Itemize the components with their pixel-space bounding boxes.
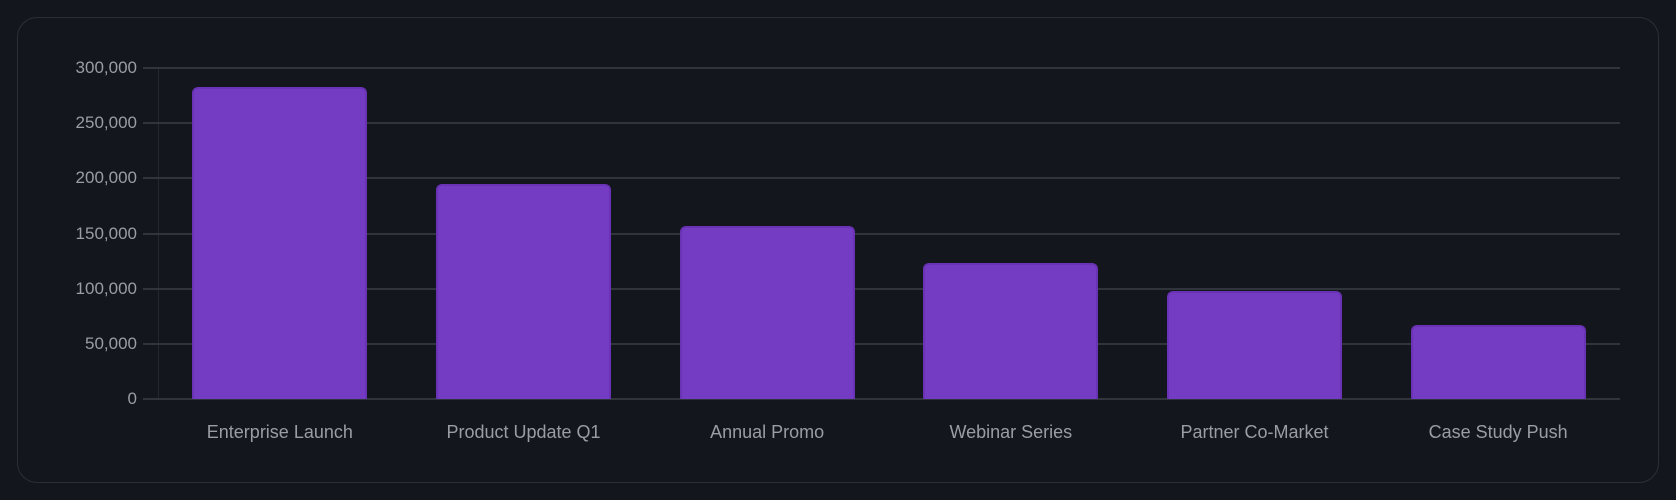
y-tick-label: 100,000 xyxy=(75,278,137,298)
x-tick-label: Partner Co-Market xyxy=(1180,422,1329,442)
bar-annual-promo[interactable] xyxy=(679,225,855,399)
bar-case-study-push[interactable] xyxy=(1410,325,1586,399)
x-tick-label: Product Update Q1 xyxy=(446,422,601,442)
x-tick-label: Annual Promo xyxy=(710,422,825,442)
bar-partner-co-market[interactable] xyxy=(1167,290,1342,399)
gridline xyxy=(143,177,1620,180)
gridline xyxy=(143,398,1620,400)
gridline xyxy=(143,342,1620,345)
bar-webinar-series[interactable] xyxy=(923,263,1099,399)
y-tick-label: 250,000 xyxy=(75,113,137,133)
y-tick-label: 50,000 xyxy=(85,333,137,353)
gridline xyxy=(143,122,1620,125)
gridline xyxy=(143,67,1620,69)
y-tick-label: 200,000 xyxy=(75,168,137,188)
gridline xyxy=(143,232,1620,235)
x-tick-label: Case Study Push xyxy=(1428,422,1568,442)
y-tick-label: 150,000 xyxy=(75,223,137,243)
y-tick-label: 0 xyxy=(127,389,137,408)
bar-enterprise-launch[interactable] xyxy=(192,86,368,399)
y-tick-label: 300,000 xyxy=(75,58,137,77)
bar-product-update-q1[interactable] xyxy=(436,183,611,399)
gridline xyxy=(143,287,1620,290)
x-tick-label: Webinar Series xyxy=(949,422,1073,442)
x-tick-label: Enterprise Launch xyxy=(206,422,353,442)
